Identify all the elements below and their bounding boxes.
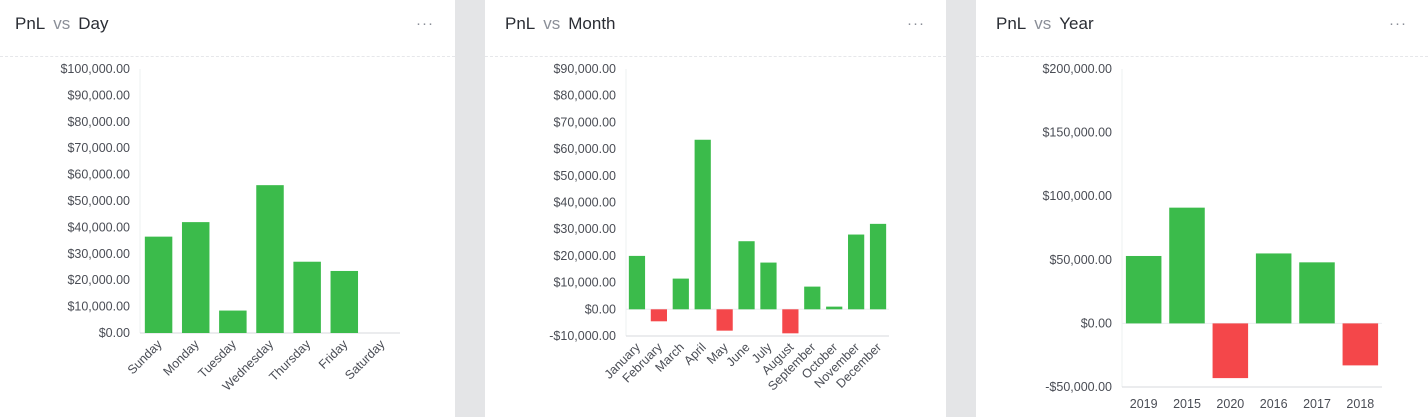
y-tick-label: $70,000.00 [553,115,616,129]
y-tick-label: $50,000.00 [67,194,130,208]
y-tick-label: $50,000.00 [1049,253,1112,267]
y-tick-label: $0.00 [99,326,130,340]
bar-wednesday[interactable] [256,185,284,333]
y-tick-label: $60,000.00 [67,168,130,182]
bar-march[interactable] [672,278,689,310]
title-vs: vs [543,14,561,33]
card-header: PnL vs Month ··· [485,0,946,57]
bar-2017[interactable] [1299,262,1335,324]
pnl-vs-month-card: PnL vs Month ··· -$10,000.00 $0.00 $10,000.0… [485,0,946,417]
x-tick-label: 2016 [1260,397,1288,411]
x-tick-label: Saturday [342,337,388,383]
x-tick-label: Friday [316,337,351,372]
bar-monday[interactable] [181,222,210,333]
bar-friday[interactable] [330,270,359,333]
y-tick-label: $0.00 [585,302,616,316]
card-title: PnL vs Year [996,14,1094,34]
pnl-vs-month-chart: -$10,000.00 $0.00 $10,000.00 $20,000.00 $30,… [549,62,889,393]
y-tick-label: $70,000.00 [67,141,130,155]
y-tick-label: $150,000.00 [1042,126,1112,140]
y-tick-label: $0.00 [1081,316,1112,330]
title-prefix: PnL [15,14,46,33]
bar-sunday[interactable] [144,236,173,333]
y-tick-label: $60,000.00 [553,142,616,156]
y-tick-label: $40,000.00 [67,220,130,234]
bar-august[interactable] [782,309,799,334]
card-header: PnL vs Year ··· [976,0,1428,57]
bar-february[interactable] [650,309,667,322]
y-tick-label: $30,000.00 [67,247,130,261]
bar-january[interactable] [628,255,646,310]
pnl-vs-day-card: PnL vs Day ··· $0.00 $10,000.00 $20,000.00 $3… [0,0,455,417]
y-tick-label: $30,000.00 [553,222,616,236]
title-prefix: PnL [505,14,536,33]
y-tick-label: $90,000.00 [67,88,130,102]
bar-2016[interactable] [1255,253,1292,324]
pnl-vs-year-chart: -$50,000.00 $0.00 $50,000.00 $100,000.00 $15… [1042,62,1382,411]
x-tick-label: 2015 [1173,397,1201,411]
bar-june[interactable] [738,241,755,310]
bar-2020[interactable] [1212,323,1249,379]
title-suffix: Year [1059,14,1094,33]
y-tick-label: $20,000.00 [67,273,130,287]
bar-thursday[interactable] [293,261,321,333]
card-header: PnL vs Day ··· [0,0,455,57]
more-horizontal-icon[interactable]: ··· [907,15,925,32]
pnl-vs-day-chart: $0.00 $10,000.00 $20,000.00 $30,000.00 $40,0… [60,62,400,394]
bar-december[interactable] [869,223,887,310]
y-tick-label: $90,000.00 [553,62,616,76]
bar-april[interactable] [694,139,711,310]
bar-july[interactable] [760,262,777,310]
x-tick-label: April [681,340,709,368]
y-tick-label: -$50,000.00 [1045,380,1112,394]
x-tick-label: Thursday [267,337,314,384]
bar-october[interactable] [826,306,843,310]
bar-november[interactable] [848,234,865,310]
y-tick-label: $10,000.00 [67,300,130,314]
bar-2019[interactable] [1125,255,1162,324]
more-horizontal-icon[interactable]: ··· [1389,15,1407,32]
title-suffix: Month [568,14,616,33]
y-tick-label: $100,000.00 [1042,189,1112,203]
bar-tuesday[interactable] [219,310,247,333]
y-tick-label: $50,000.00 [553,169,616,183]
x-tick-label: 2018 [1346,397,1374,411]
x-tick-label: 2017 [1303,397,1331,411]
pnl-vs-year-card: PnL vs Year ··· -$50,000.00 $0.00 $50,000.00… [976,0,1428,417]
x-tick-label: Sunday [125,337,165,377]
title-suffix: Day [78,14,109,33]
y-tick-label: $20,000.00 [553,249,616,263]
bar-2018[interactable] [1342,323,1379,366]
y-tick-label: $40,000.00 [553,196,616,210]
x-tick-label: June [724,340,753,369]
more-horizontal-icon[interactable]: ··· [416,15,434,32]
title-vs: vs [53,14,71,33]
bar-may[interactable] [716,309,733,331]
x-tick-label: 2020 [1216,397,1244,411]
title-prefix: PnL [996,14,1027,33]
bar-september[interactable] [804,286,821,310]
title-vs: vs [1034,14,1052,33]
card-title: PnL vs Month [505,14,616,34]
y-tick-label: $200,000.00 [1042,62,1112,76]
card-title: PnL vs Day [15,14,108,34]
bar-2015[interactable] [1169,207,1205,324]
y-tick-label: $80,000.00 [67,115,130,129]
y-tick-label: $100,000.00 [60,62,130,76]
y-tick-label: $10,000.00 [553,276,616,290]
x-tick-label: 2019 [1130,397,1158,411]
y-tick-label: $80,000.00 [553,89,616,103]
y-tick-label: -$10,000.00 [549,329,616,343]
